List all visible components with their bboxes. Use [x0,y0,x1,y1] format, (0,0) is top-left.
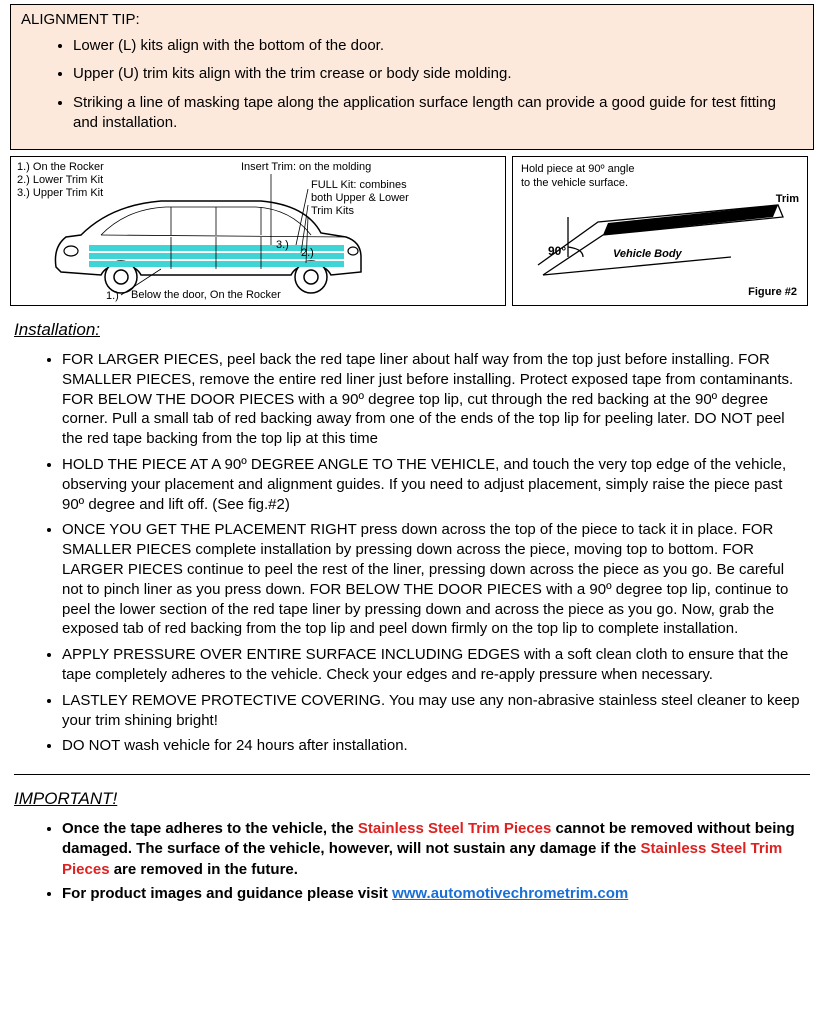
tip-item: Striking a line of masking tape along th… [73,93,803,134]
trim-label: Trim [776,193,799,206]
product-link[interactable]: www.automotivechrometrim.com [392,885,628,902]
installation-heading: Installation: [14,320,824,340]
car-diagram: 1.) On the Rocker 2.) Lower Trim Kit 3.)… [10,156,506,306]
install-item: LASTLEY REMOVE PROTECTIVE COVERING. You … [62,691,800,731]
figure-label: Figure #2 [748,286,797,299]
tip-list: Lower (L) kits align with the bottom of … [21,36,803,133]
full-kit-label-3: Trim Kits [311,205,354,218]
tip-title: ALIGNMENT TIP: [21,11,803,28]
install-item: DO NOT wash vehicle for 24 hours after i… [62,736,800,756]
red-emphasis: Stainless Steel Trim Pieces [358,820,551,837]
important-item: Once the tape adheres to the vehicle, th… [62,819,800,880]
imp-text: For product images and guidance please v… [62,885,392,902]
vehicle-body-label: Vehicle Body [613,248,683,260]
install-item: ONCE YOU GET THE PLACEMENT RIGHT press d… [62,520,800,639]
imp-text: are removed in the future. [110,861,298,878]
below-door-label: Below the door, On the Rocker [131,289,281,302]
important-list: Once the tape adheres to the vehicle, th… [0,819,824,904]
full-kit-label-1: FULL Kit: combines [311,179,407,192]
important-item: For product images and guidance please v… [62,884,800,904]
imp-text: Once the tape adheres to the vehicle, th… [62,820,358,837]
angle-label: 90° [548,244,566,258]
full-kit-label-2: both Upper & Lower [311,192,409,205]
insert-trim-label: Insert Trim: on the molding [241,161,371,174]
tip-item: Upper (U) trim kits align with the trim … [73,64,803,84]
tip-item: Lower (L) kits align with the bottom of … [73,36,803,56]
figure-2-diagram: Hold piece at 90º angle to the vehicle s… [512,156,808,306]
important-heading: IMPORTANT! [14,789,824,809]
diagrams-row: 1.) On the Rocker 2.) Lower Trim Kit 3.)… [10,156,814,306]
legend-3: 3.) Upper Trim Kit [17,187,103,200]
installation-list: FOR LARGER PIECES, peel back the red tap… [0,350,824,756]
install-item: HOLD THE PIECE AT A 90º DEGREE ANGLE TO … [62,455,800,514]
install-item: FOR LARGER PIECES, peel back the red tap… [62,350,800,449]
marker-3: 3.) [276,239,289,251]
marker-2: 2.) [301,247,314,259]
legend-2: 2.) Lower Trim Kit [17,174,103,187]
alignment-tip-box: ALIGNMENT TIP: Lower (L) kits align with… [10,4,814,150]
legend-1: 1.) On the Rocker [17,161,104,174]
divider [14,774,810,775]
hold-label-2: to the vehicle surface. [521,177,628,190]
marker-1: 1.) [106,290,119,302]
hold-label-1: Hold piece at 90º angle [521,163,635,176]
install-item: APPLY PRESSURE OVER ENTIRE SURFACE INCLU… [62,645,800,685]
